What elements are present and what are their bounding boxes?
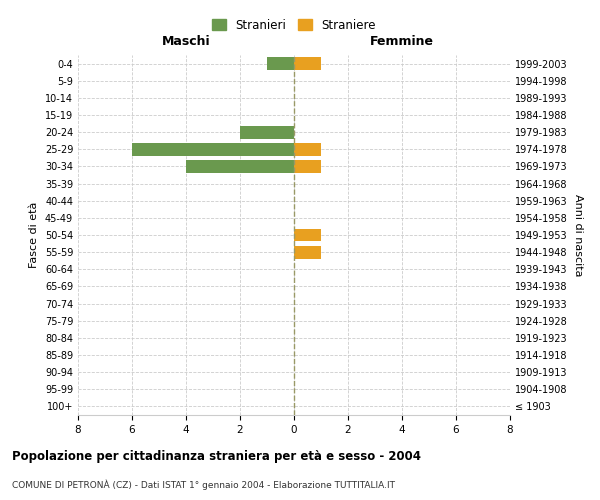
Bar: [267, 57, 294, 70]
Bar: [132, 143, 294, 156]
Y-axis label: Anni di nascita: Anni di nascita: [573, 194, 583, 276]
Bar: [294, 246, 321, 258]
Legend: Stranieri, Straniere: Stranieri, Straniere: [207, 14, 381, 36]
Bar: [240, 126, 294, 138]
Text: Femmine: Femmine: [370, 35, 434, 48]
Y-axis label: Fasce di età: Fasce di età: [29, 202, 39, 268]
Bar: [294, 160, 321, 173]
Text: COMUNE DI PETRONÀ (CZ) - Dati ISTAT 1° gennaio 2004 - Elaborazione TUTTITALIA.IT: COMUNE DI PETRONÀ (CZ) - Dati ISTAT 1° g…: [12, 480, 395, 490]
Bar: [186, 160, 294, 173]
Text: Maschi: Maschi: [161, 35, 211, 48]
Bar: [294, 143, 321, 156]
Bar: [294, 228, 321, 241]
Bar: [294, 57, 321, 70]
Text: Popolazione per cittadinanza straniera per età e sesso - 2004: Popolazione per cittadinanza straniera p…: [12, 450, 421, 463]
